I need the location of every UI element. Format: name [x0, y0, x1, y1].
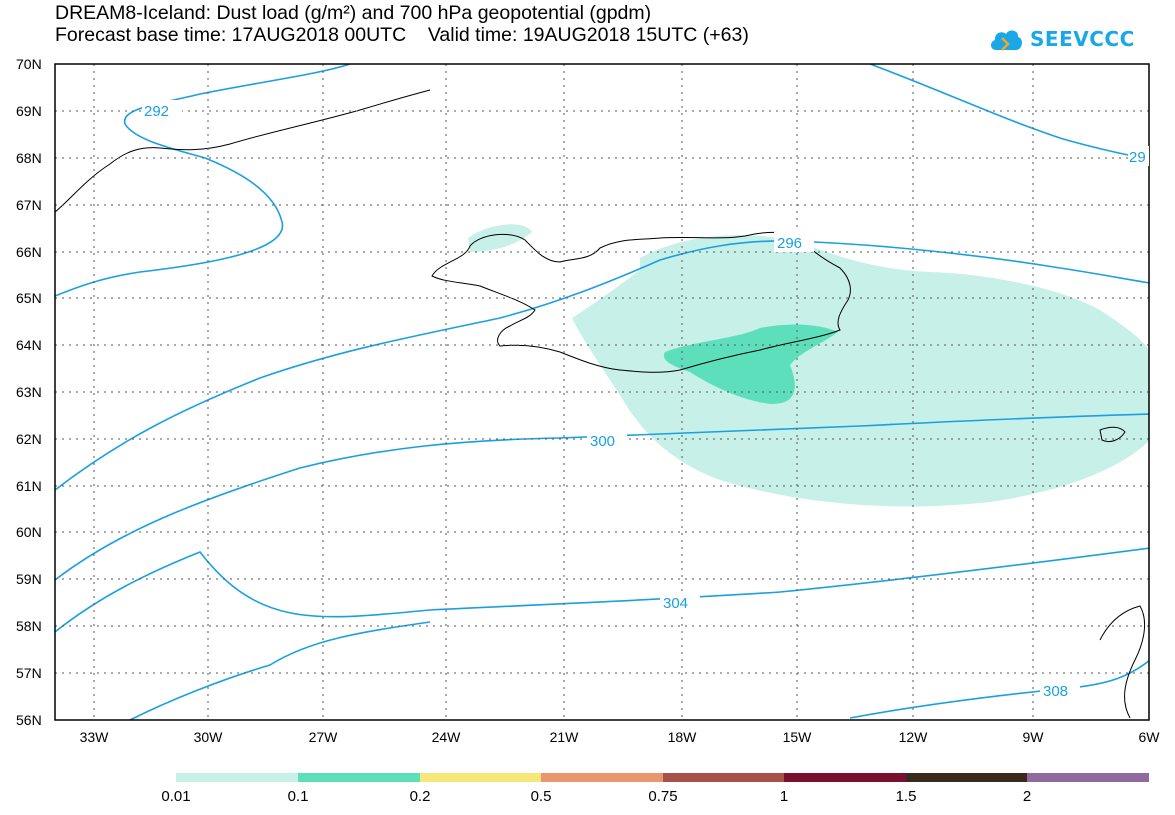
contour-label-304: 304	[663, 595, 688, 612]
lon-label: 6W	[1139, 729, 1161, 745]
contour-300	[55, 413, 1149, 581]
colorbar-swatch	[541, 773, 663, 782]
contour-label-29: 29	[1129, 149, 1146, 166]
contour-label-bg	[1040, 680, 1080, 700]
contour-292-east	[869, 64, 1149, 161]
geopotential-contours	[55, 64, 1149, 720]
contour-296	[55, 240, 1149, 491]
faroe-coast	[1099, 426, 1126, 443]
iceland-coast	[431, 231, 851, 373]
lat-label: 61N	[16, 478, 42, 494]
colorbar-swatch	[663, 773, 784, 782]
colorbar-label: 0.2	[410, 788, 431, 805]
contour-label-bg	[1128, 146, 1149, 166]
colorbar-label: 1	[780, 788, 788, 805]
lon-label: 15W	[783, 729, 813, 745]
contour-label-bg	[660, 592, 700, 612]
seevccc-logo: SEEVCCC	[988, 20, 1158, 58]
lat-label: 63N	[16, 384, 42, 400]
lat-label: 70N	[16, 56, 42, 72]
colorbar-swatch	[906, 773, 1027, 782]
lon-label: 27W	[309, 729, 339, 745]
coastlines	[55, 89, 1146, 719]
colorbar-label: 1.5	[896, 788, 917, 805]
contour-label-bg	[774, 232, 814, 252]
contour-label-308: 308	[1043, 683, 1068, 700]
contour-308-west	[129, 621, 431, 720]
colorbar-label: 2	[1023, 788, 1031, 805]
contour-label-292: 292	[144, 103, 169, 120]
lat-label: 65N	[16, 290, 42, 306]
scotland-coast	[1099, 605, 1146, 719]
lat-label: 68N	[16, 150, 42, 166]
lat-label: 60N	[16, 524, 42, 540]
map-title: DREAM8-Iceland: Dust load (g/m²) and 700…	[55, 2, 955, 46]
lat-label: 64N	[16, 337, 42, 353]
lon-label: 18W	[668, 729, 698, 745]
lat-label: 66N	[16, 244, 42, 260]
lat-label: 67N	[16, 197, 42, 213]
contour-label-bg	[142, 100, 182, 120]
lon-label: 12W	[899, 729, 929, 745]
colorbar-swatch	[784, 773, 906, 782]
latitude-labels: 70N 69N 68N 67N 66N 65N 64N 63N 62N 61N …	[16, 56, 42, 728]
contour-label-300: 300	[590, 433, 615, 450]
greenland-coast	[55, 89, 431, 213]
lon-label: 33W	[80, 729, 110, 745]
dust-area-light	[468, 224, 1149, 507]
lat-label: 69N	[16, 103, 42, 119]
colorbar-swatch	[420, 773, 541, 782]
longitude-labels: 33W 30W 27W 24W 21W 18W 15W 12W 9W 6W	[80, 729, 1161, 745]
dust-area-medium	[663, 324, 838, 405]
logo-text: SEEVCCC	[1030, 27, 1135, 51]
title-line-1: DREAM8-Iceland: Dust load (g/m²) and 700…	[55, 2, 652, 24]
lat-label: 56N	[16, 712, 42, 728]
lon-label: 9W	[1023, 729, 1045, 745]
contour-304	[55, 547, 1149, 633]
contour-label-bg	[587, 430, 627, 450]
map-plot-area	[55, 64, 1149, 720]
contour-308-east	[849, 659, 1149, 719]
colorbar-label: 0.1	[288, 788, 309, 805]
lon-label: 30W	[194, 729, 224, 745]
colorbar: 0.01 0.1 0.2 0.5 0.75 1 1.5 2	[161, 773, 1149, 805]
contour-292-north	[55, 64, 351, 297]
colorbar-swatch	[1027, 773, 1149, 782]
lon-label: 21W	[550, 729, 580, 745]
cloud-icon	[990, 30, 1022, 51]
contour-label-296: 296	[777, 235, 802, 252]
lon-label: 24W	[432, 729, 462, 745]
lat-label: 58N	[16, 618, 42, 634]
colorbar-label: 0.5	[531, 788, 552, 805]
colorbar-swatch	[176, 773, 298, 782]
title-line-2: Forecast base time: 17AUG2018 00UTC Vali…	[55, 24, 749, 46]
graticule	[55, 64, 1149, 720]
lat-label: 59N	[16, 571, 42, 587]
colorbar-label: 0.75	[648, 788, 677, 805]
lat-label: 62N	[16, 431, 42, 447]
colorbar-label: 0.01	[161, 788, 190, 805]
lat-label: 57N	[16, 665, 42, 681]
map-frame	[54, 63, 1150, 721]
colorbar-swatch	[298, 773, 420, 782]
